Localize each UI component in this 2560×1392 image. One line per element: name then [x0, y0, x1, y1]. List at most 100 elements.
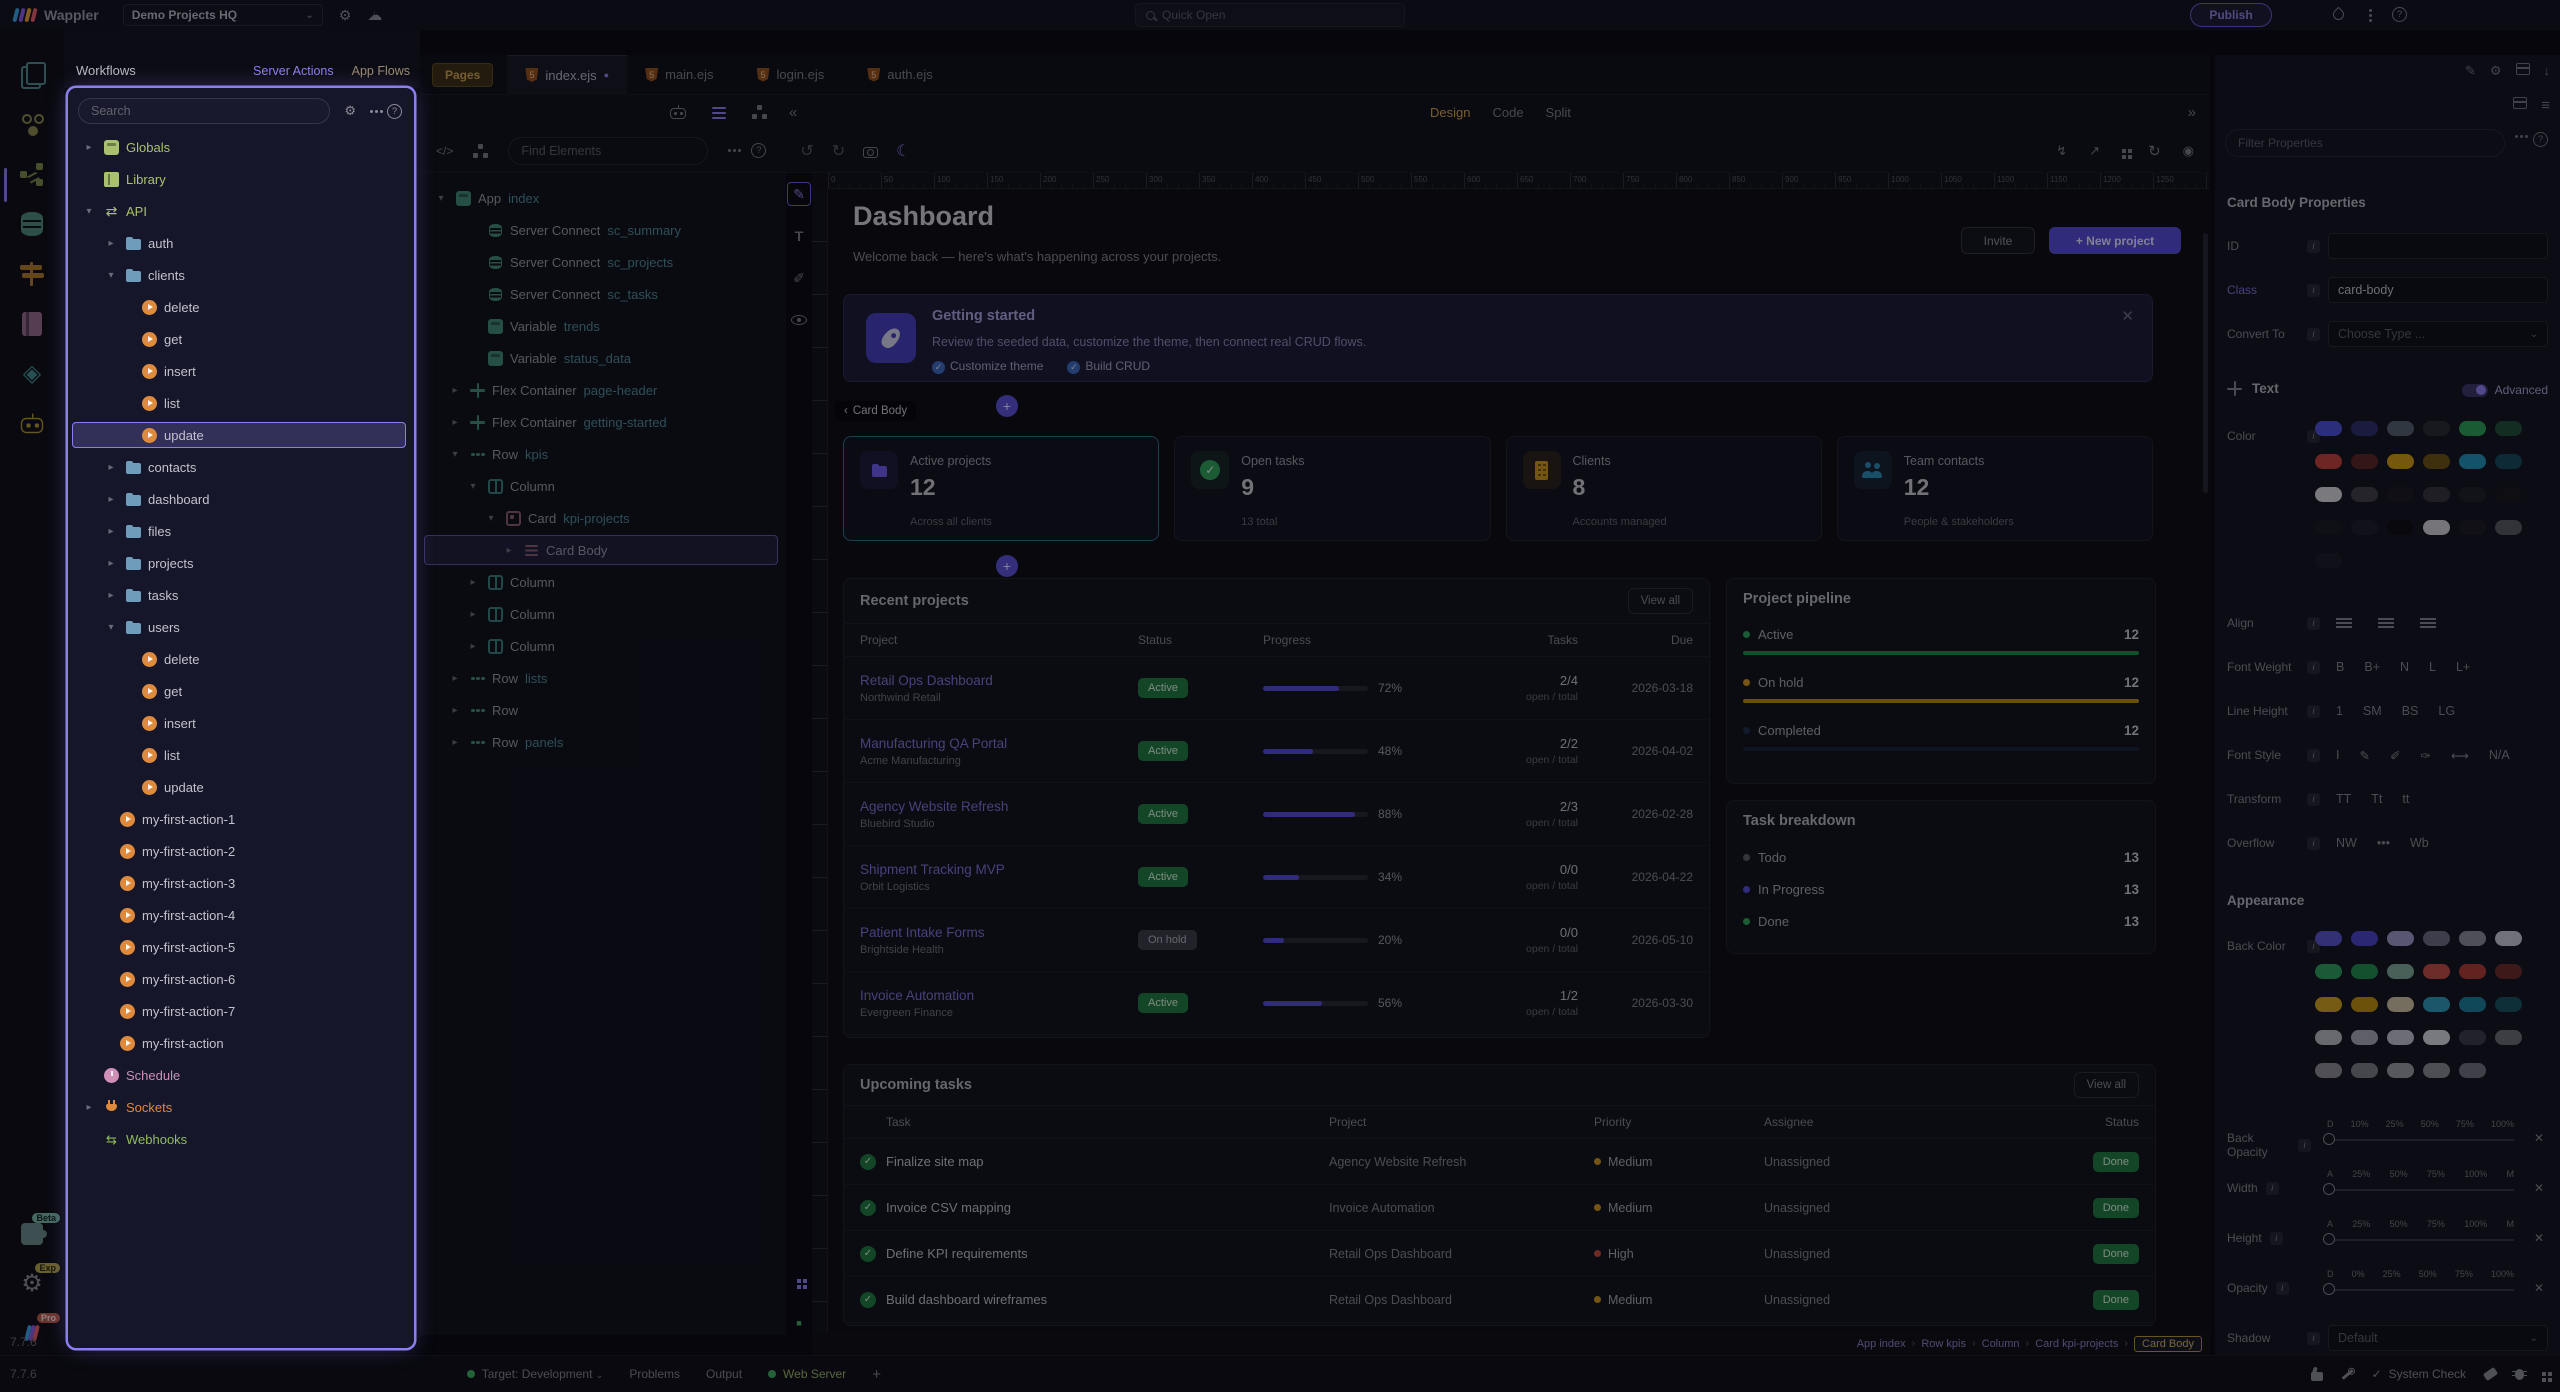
color-swatch[interactable]	[2459, 997, 2486, 1012]
color-swatch[interactable]	[2351, 454, 2378, 469]
tree-item[interactable]: ▸ projects	[72, 550, 406, 576]
line-height-option[interactable]: BS	[2402, 704, 2419, 718]
more-options-icon[interactable]	[2515, 135, 2518, 138]
edit-tool-icon[interactable]: ✎	[787, 182, 811, 206]
color-swatch[interactable]	[2387, 931, 2414, 946]
tree-item[interactable]: ▸ tasks	[72, 582, 406, 608]
tree-item[interactable]: my-first-action-6	[72, 966, 406, 992]
kpi-card[interactable]: Active projects 12 Across all clients	[843, 436, 1159, 541]
font-style-option[interactable]: ✐	[2390, 748, 2400, 763]
color-swatch[interactable]	[2315, 553, 2342, 568]
color-swatch[interactable]	[2423, 520, 2450, 535]
tree-item[interactable]: my-first-action-2	[72, 838, 406, 864]
banner-check-item[interactable]: ✓Build CRUD	[1067, 359, 1150, 374]
chevron-icon[interactable]: ▸	[447, 705, 463, 716]
chevron-icon[interactable]: ▾	[81, 206, 97, 217]
slider-tick-label[interactable]: 25%	[2352, 1219, 2370, 1229]
publish-button[interactable]: Publish	[2190, 3, 2272, 27]
file-tab[interactable]: auth.ejs	[849, 55, 958, 95]
table-row[interactable]: Retail Ops DashboardNorthwind Retail Act…	[844, 657, 1709, 720]
table-row[interactable]: ✓Build dashboard wireframes Retail Ops D…	[844, 1277, 2155, 1323]
slider-track[interactable]	[2327, 1289, 2514, 1291]
overflow-option[interactable]: Wb	[2410, 836, 2429, 850]
color-swatch[interactable]	[2495, 931, 2522, 946]
redo-icon[interactable]: ↻	[832, 141, 845, 161]
slider-tick-label[interactable]: A	[2327, 1169, 2333, 1179]
slider-track[interactable]	[2327, 1139, 2514, 1141]
target-selector[interactable]: Target: Development ⌄	[467, 1367, 604, 1381]
clear-icon[interactable]: ✕	[2534, 1281, 2544, 1295]
chevron-icon[interactable]: ▸	[103, 526, 119, 537]
chevron-icon[interactable]: ▸	[81, 142, 97, 153]
font-style-option[interactable]: ⟷	[2451, 748, 2469, 763]
slider-tick-label[interactable]: 75%	[2455, 1269, 2473, 1279]
transform-option[interactable]: TT	[2336, 792, 2351, 806]
tree-item[interactable]: get	[72, 678, 406, 704]
color-swatch[interactable]	[2387, 964, 2414, 979]
font-weight-option[interactable]: B	[2336, 660, 2344, 674]
panels-icon[interactable]	[2513, 97, 2527, 109]
id-input[interactable]	[2328, 233, 2548, 259]
tree-item[interactable]: ▾ users	[72, 614, 406, 640]
kpi-card[interactable]: Clients 8 Accounts managed	[1506, 436, 1822, 541]
tree-item[interactable]: ▸ Sockets	[72, 1094, 406, 1120]
color-swatch[interactable]	[2351, 1063, 2378, 1078]
color-swatch[interactable]	[2495, 997, 2522, 1012]
color-swatch[interactable]	[2423, 487, 2450, 502]
color-swatch[interactable]	[2351, 1030, 2378, 1045]
color-swatch[interactable]	[2315, 997, 2342, 1012]
tree-item[interactable]: insert	[72, 358, 406, 384]
slider-tick-label[interactable]: D	[2327, 1119, 2334, 1129]
color-swatch[interactable]	[2495, 487, 2522, 502]
color-swatch[interactable]	[2315, 931, 2342, 946]
tree-item[interactable]: my-first-action-4	[72, 902, 406, 928]
edit-icon[interactable]: ✎	[2465, 63, 2476, 79]
color-swatch[interactable]	[2315, 454, 2342, 469]
info-icon[interactable]: i	[2307, 240, 2320, 253]
slider-knob[interactable]	[2323, 1233, 2335, 1245]
color-swatch[interactable]	[2495, 1030, 2522, 1045]
table-row[interactable]: Manufacturing QA PortalAcme Manufacturin…	[844, 720, 1709, 783]
tree-item[interactable]: my-first-action-5	[72, 934, 406, 960]
layout-grid-icon[interactable]	[787, 1269, 811, 1293]
chevron-icon[interactable]: ▾	[483, 513, 499, 524]
color-swatch[interactable]	[2459, 964, 2486, 979]
line-height-option[interactable]: LG	[2438, 704, 2455, 718]
chevron-icon[interactable]: ▸	[81, 1102, 97, 1113]
close-icon[interactable]: ✕	[2121, 307, 2134, 325]
color-swatch[interactable]	[2423, 454, 2450, 469]
color-swatch[interactable]	[2423, 964, 2450, 979]
info-icon[interactable]: i	[2266, 1182, 2279, 1195]
breadcrumb-item[interactable]: Column	[1982, 1338, 2020, 1350]
chevron-icon[interactable]: ▸	[447, 417, 463, 428]
help-icon[interactable]: ?	[751, 143, 766, 158]
gear-icon[interactable]	[344, 103, 356, 119]
web-server-status[interactable]: Web Server	[768, 1367, 846, 1381]
slider-tick-label[interactable]: 50%	[2390, 1169, 2408, 1179]
structure-tree-item[interactable]: ▸ Flex Container getting-started	[424, 407, 778, 437]
activity-item[interactable]	[18, 210, 46, 238]
breadcrumb-item[interactable]: Card Body	[2134, 1336, 2202, 1352]
info-icon[interactable]: i	[2307, 705, 2320, 718]
chevron-icon[interactable]: ▾	[103, 270, 119, 281]
brush-tool-icon[interactable]: ✐	[787, 266, 811, 290]
activity-item[interactable]	[18, 260, 46, 288]
color-swatch[interactable]	[2315, 1063, 2342, 1078]
chevron-icon[interactable]: ▾	[447, 449, 463, 460]
dom-tree-icon[interactable]	[752, 105, 767, 119]
refresh-icon[interactable]: ↻	[2148, 142, 2161, 160]
slider-tick-label[interactable]: 25%	[2352, 1169, 2370, 1179]
color-swatch[interactable]	[2315, 520, 2342, 535]
grid-icon[interactable]	[2122, 149, 2126, 153]
transform-option[interactable]: tt	[2402, 792, 2409, 806]
color-swatch[interactable]	[2459, 931, 2486, 946]
color-swatch[interactable]	[2315, 487, 2342, 502]
color-swatch[interactable]	[2387, 997, 2414, 1012]
color-swatch[interactable]	[2387, 1063, 2414, 1078]
color-swatch[interactable]	[2495, 964, 2522, 979]
tools-icon[interactable]	[2490, 63, 2502, 79]
structure-tree-item[interactable]: ▾ Column	[424, 471, 778, 501]
font-weight-option[interactable]: B+	[2364, 660, 2380, 674]
drag-handle-icon[interactable]	[2227, 381, 2242, 396]
breadcrumb-item[interactable]: Card kpi-projects	[2035, 1338, 2118, 1350]
